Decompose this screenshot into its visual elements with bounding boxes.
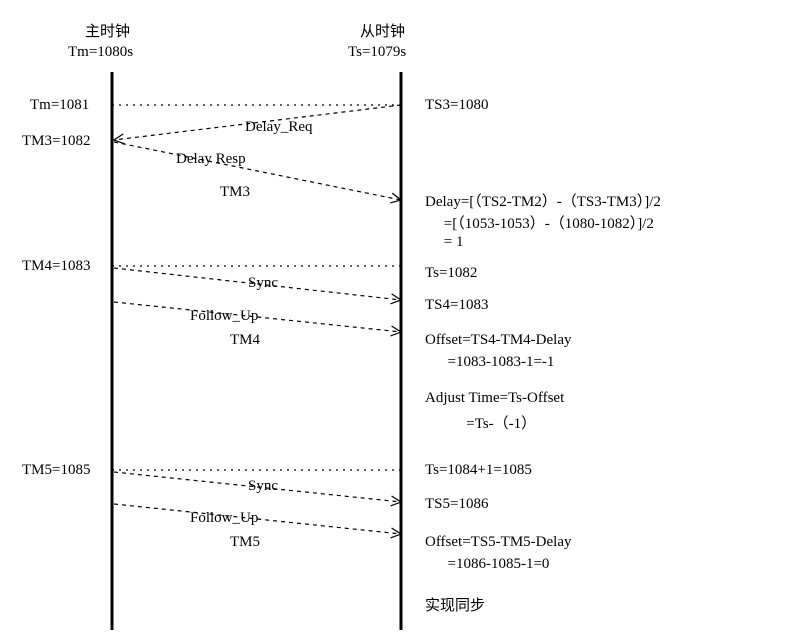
diagram-canvas: 主时钟 Tm=1080s 从时钟 Ts=1079s Tm=1081 TM3=10… [0,0,800,636]
svg-lines [0,0,800,636]
